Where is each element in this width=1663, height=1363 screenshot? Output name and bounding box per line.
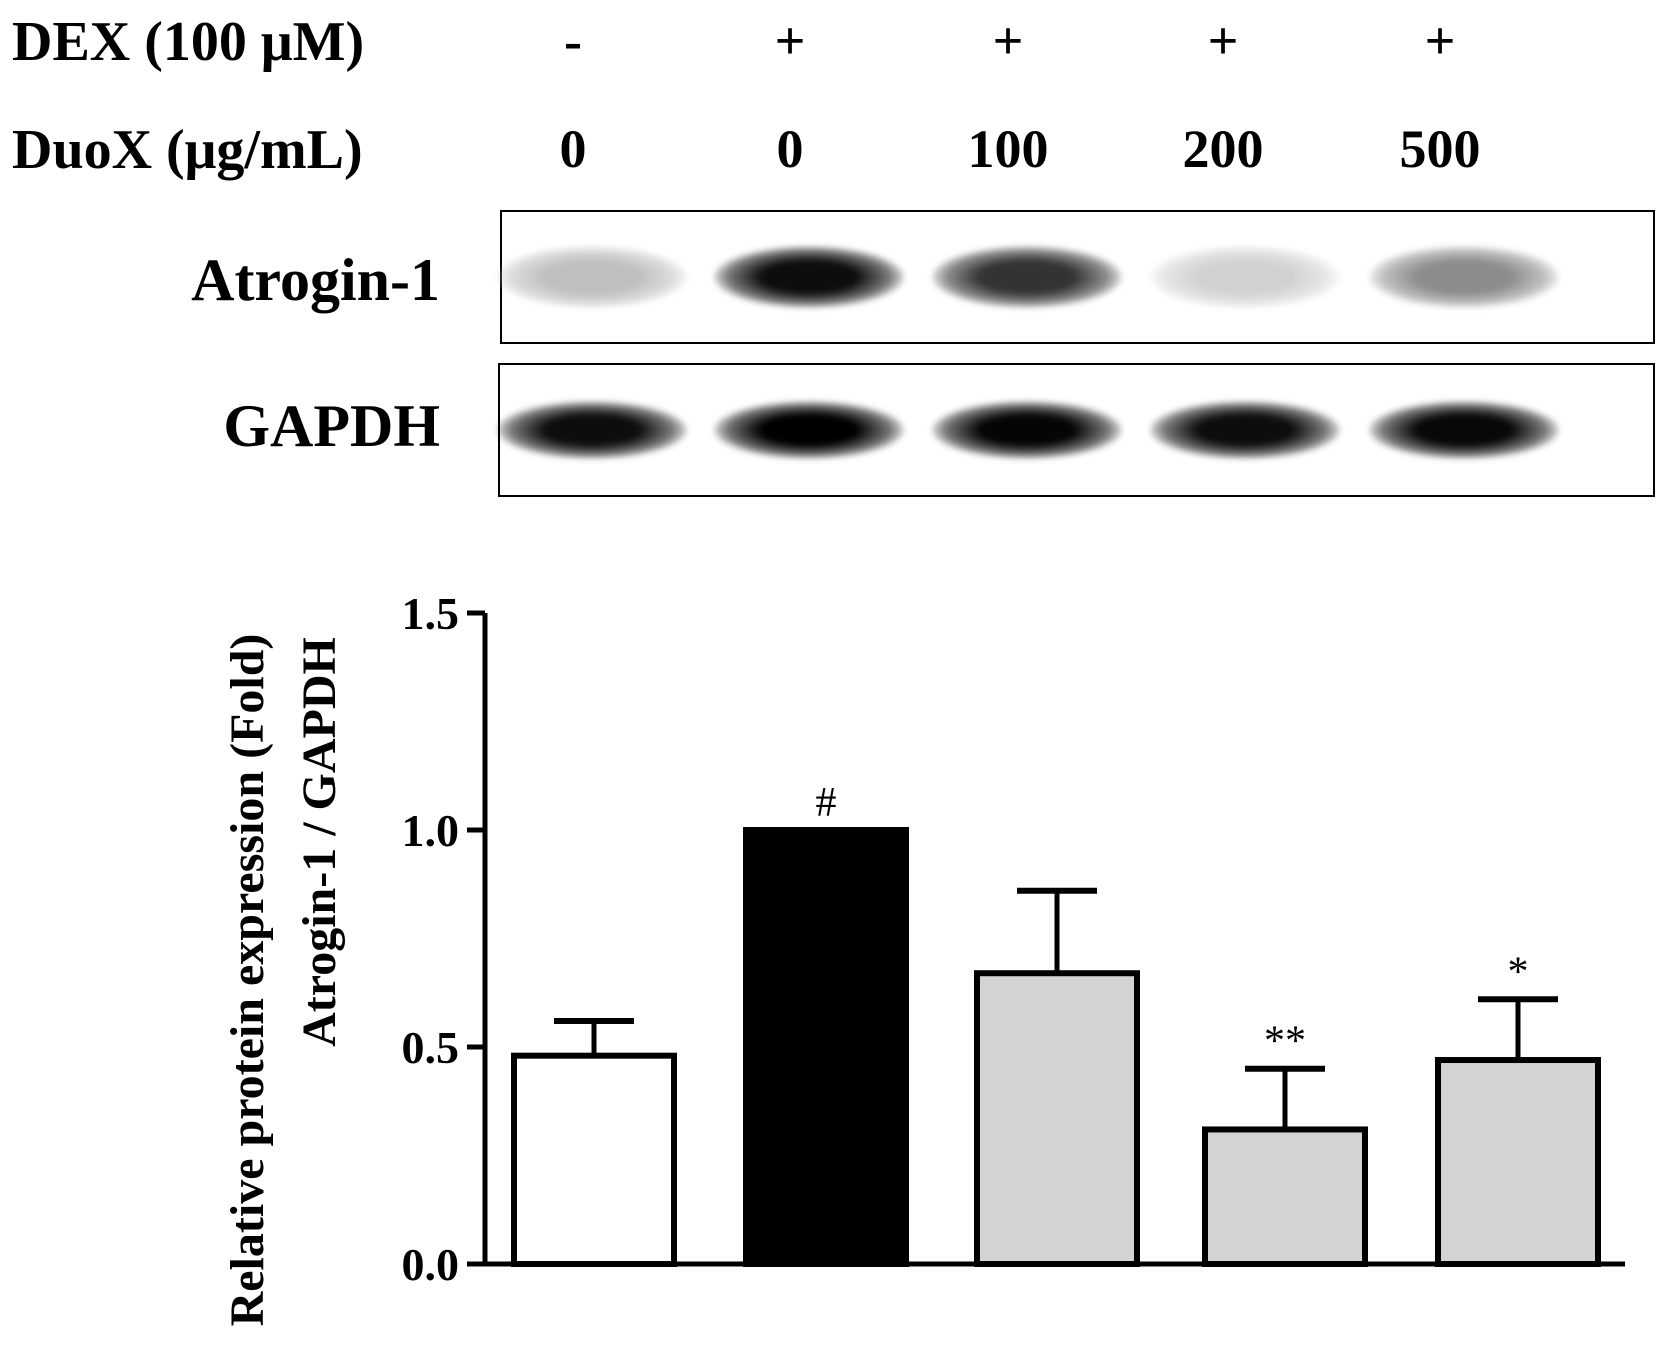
bar-1 <box>511 1052 677 1267</box>
duox-value-lane-1: 0 <box>559 119 587 179</box>
gapdh-band-lane-2 <box>714 401 904 459</box>
significance-mark-5: * <box>1508 949 1529 995</box>
bar-2 <box>743 827 909 1267</box>
bar-chart: 0.00.51.01.5#***Relative protein express… <box>221 588 1625 1327</box>
dex-row-label: DEX (100 μM) <box>12 11 365 73</box>
gapdh-blot-panel <box>497 363 1655 497</box>
y-axis-label-line-1: Relative protein expression (Fold) <box>221 634 274 1327</box>
duox-value-lane-2: 0 <box>776 119 804 179</box>
atrogin-blot-panel <box>497 210 1655 344</box>
atrogin-band-lane-1 <box>497 246 687 308</box>
y-tick-label-0: 0.0 <box>402 1239 460 1290</box>
dex-value-lane-5: + <box>1424 11 1456 71</box>
atrogin-band-lane-2 <box>714 246 904 308</box>
dex-value-lane-3: + <box>992 11 1024 71</box>
gapdh-band-lane-1 <box>497 401 687 459</box>
atrogin-band-lane-4 <box>1150 246 1340 308</box>
atrogin-band-lane-5 <box>1369 246 1559 308</box>
gapdh-blot-label: GAPDH <box>223 393 440 459</box>
y-tick-label-2: 1.0 <box>402 805 460 856</box>
y-axis-label-line-2: Atrogin-1 / GAPDH <box>293 637 346 1047</box>
atrogin-blot-label: Atrogin-1 <box>191 247 440 313</box>
significance-mark-4: ** <box>1264 1019 1306 1065</box>
bar-5 <box>1435 1057 1601 1267</box>
y-tick-label-1: 0.5 <box>402 1022 460 1073</box>
duox-value-lane-3: 100 <box>967 119 1049 179</box>
y-tick-label-3: 1.5 <box>402 588 460 639</box>
bar-4 <box>1202 1126 1368 1268</box>
significance-mark-2: # <box>816 780 837 826</box>
duox-row-label: DuoX (μg/mL) <box>12 119 363 181</box>
dex-value-lane-2: + <box>774 11 806 71</box>
gapdh-band-lane-4 <box>1150 401 1340 459</box>
gapdh-band-lane-5 <box>1369 401 1559 459</box>
gapdh-band-lane-3 <box>932 401 1122 459</box>
bar-3 <box>974 970 1140 1267</box>
duox-value-lane-5: 500 <box>1399 119 1481 179</box>
dex-value-lane-1: - <box>564 11 582 71</box>
duox-value-lane-4: 200 <box>1182 119 1264 179</box>
atrogin-band-lane-3 <box>932 246 1122 308</box>
dex-value-lane-4: + <box>1207 11 1239 71</box>
